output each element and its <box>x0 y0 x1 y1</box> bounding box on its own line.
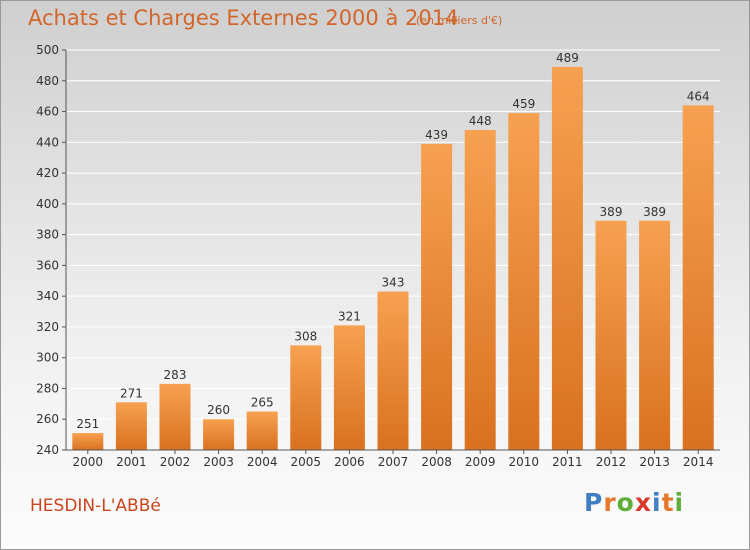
y-tick-label: 360 <box>36 258 59 272</box>
bar <box>639 220 671 450</box>
logo-letter: i <box>674 488 685 517</box>
x-tick-label: 2011 <box>552 455 583 469</box>
bar-value-label: 251 <box>76 417 99 431</box>
x-tick-label: 2013 <box>639 455 670 469</box>
chart-title: Achats et Charges Externes 2000 à 2014 <box>28 6 459 30</box>
x-tick-label: 2014 <box>683 455 714 469</box>
bar-value-label: 464 <box>687 89 710 103</box>
bar <box>115 402 147 450</box>
y-tick-label: 260 <box>36 412 59 426</box>
bar <box>377 291 409 450</box>
y-tick-label: 460 <box>36 105 59 119</box>
commune-name: HESDIN-L'ABBé <box>30 496 161 516</box>
bar-value-label: 489 <box>556 51 579 65</box>
y-tick-label: 420 <box>36 166 59 180</box>
y-tick-label: 340 <box>36 289 59 303</box>
bar <box>333 325 365 450</box>
bar-value-label: 283 <box>164 368 187 382</box>
x-tick-label: 2002 <box>160 455 191 469</box>
x-tick-label: 2007 <box>378 455 409 469</box>
x-tick-label: 2009 <box>465 455 496 469</box>
x-tick-label: 2001 <box>116 455 147 469</box>
chart-subtitle: (en milliers d'€) <box>416 14 503 27</box>
bar-value-label: 265 <box>251 396 274 410</box>
y-tick-label: 280 <box>36 381 59 395</box>
bar <box>508 113 540 451</box>
y-tick-label: 440 <box>36 135 59 149</box>
x-tick-label: 2008 <box>421 455 452 469</box>
bar <box>246 411 278 450</box>
logo-letter: o <box>616 488 635 517</box>
bar <box>421 143 453 450</box>
logo-letter: x <box>634 488 652 517</box>
bar-value-label: 260 <box>207 403 230 417</box>
y-tick-label: 320 <box>36 320 59 334</box>
bar-value-label: 389 <box>643 205 666 219</box>
x-tick-label: 2004 <box>247 455 278 469</box>
bar <box>72 433 104 450</box>
x-tick-label: 2000 <box>73 455 104 469</box>
y-tick-label: 240 <box>36 443 59 457</box>
x-tick-label: 2010 <box>509 455 540 469</box>
x-tick-label: 2012 <box>596 455 627 469</box>
bar-value-label: 343 <box>382 276 405 290</box>
bar-value-label: 448 <box>469 114 492 128</box>
y-tick-label: 300 <box>36 351 59 365</box>
bar-value-label: 308 <box>294 329 317 343</box>
bar-value-label: 389 <box>600 205 623 219</box>
bar <box>159 383 191 450</box>
bar <box>682 105 714 450</box>
logo-letter: r <box>603 488 617 517</box>
y-tick-label: 500 <box>36 43 59 57</box>
proxiti-logo: Proxiti <box>584 488 684 517</box>
bar <box>464 130 496 450</box>
bar <box>290 345 322 450</box>
bar <box>203 419 235 450</box>
x-tick-label: 2006 <box>334 455 365 469</box>
y-tick-label: 380 <box>36 228 59 242</box>
logo-letter: t <box>661 488 675 517</box>
y-tick-label: 480 <box>36 74 59 88</box>
x-tick-label: 2003 <box>203 455 234 469</box>
x-tick-label: 2005 <box>291 455 322 469</box>
y-tick-label: 400 <box>36 197 59 211</box>
bar-value-label: 271 <box>120 386 143 400</box>
logo-letter: P <box>584 488 604 517</box>
bar-value-label: 321 <box>338 309 361 323</box>
bar <box>551 66 583 450</box>
bar-value-label: 439 <box>425 128 448 142</box>
bar <box>595 220 627 450</box>
logo-letter: i <box>652 488 662 517</box>
bar-value-label: 459 <box>512 97 535 111</box>
